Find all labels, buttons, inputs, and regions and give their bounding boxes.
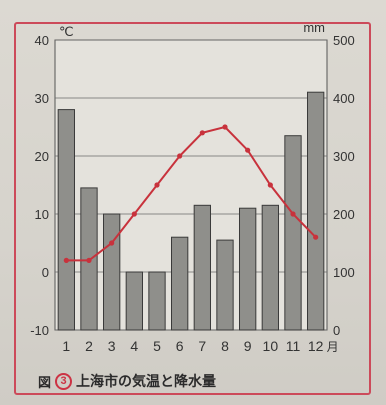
temperature-point [177,153,183,159]
left-axis-unit: ℃ [59,24,74,39]
month-label: 4 [130,338,138,354]
figure-frame [14,22,371,395]
month-label: 1 [62,338,70,354]
temperature-point [154,182,160,188]
month-label: 7 [198,338,206,354]
precipitation-bar [284,135,302,331]
precipitation-bar [57,109,75,331]
figure-caption: 図 3 上海市の気温と降水量 [38,371,216,391]
precipitation-bar [103,213,121,331]
right-tick-label: 100 [333,265,355,280]
left-tick-label: 20 [35,149,49,164]
left-tick-label: 10 [35,207,49,222]
month-label: 10 [263,338,279,354]
precipitation-bar [216,239,234,331]
month-label: 12 [308,338,324,354]
right-tick-label: 200 [333,207,355,222]
left-tick-label: -10 [30,323,49,338]
month-label: 11 [286,338,301,354]
temperature-point [199,130,205,136]
month-label: 5 [153,338,161,354]
precipitation-bar [239,207,257,331]
precipitation-bar [171,236,189,331]
temperature-point [245,147,251,153]
chart-title: 上海市の気温と降水量 [76,373,217,389]
left-tick-label: 0 [42,265,49,280]
precipitation-bar [148,271,166,331]
month-label: 2 [85,338,93,354]
figure-number-badge: 3 [55,372,73,390]
temperature-point [109,240,115,246]
temperature-point [267,182,273,188]
month-unit-label: 月 [327,340,339,354]
temperature-line [66,125,317,262]
temperature-point [290,211,296,217]
temperature-point [313,234,319,240]
temperature-point [86,257,92,263]
right-tick-label: 500 [333,33,355,48]
month-label: 3 [108,338,116,354]
precipitation-bar [193,204,211,331]
temperature-point [222,124,228,130]
precipitation-bar [125,271,143,331]
right-tick-label: 300 [333,149,355,164]
caption-prefix: 図 [38,374,52,390]
temperature-point [131,211,137,217]
right-tick-label: 400 [333,91,355,106]
left-tick-label: 40 [35,33,49,48]
precipitation-bar [261,204,279,331]
month-label: 9 [244,338,252,354]
right-axis-unit: mm [303,20,325,35]
month-label: 8 [221,338,229,354]
left-tick-label: 30 [35,91,49,106]
temperature-point [63,257,69,263]
precipitation-bar [307,91,325,331]
right-tick-label: 0 [333,323,340,338]
month-label: 6 [176,338,184,354]
